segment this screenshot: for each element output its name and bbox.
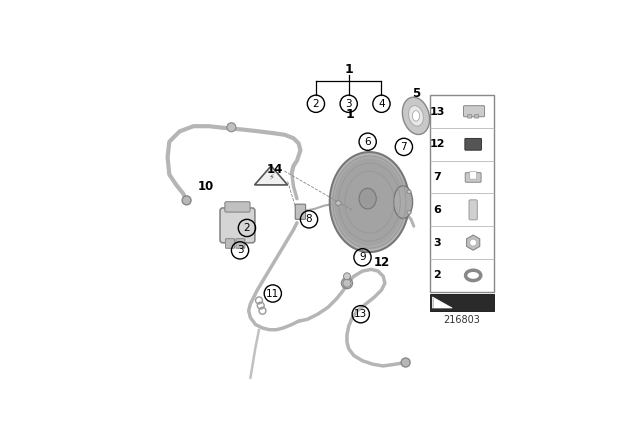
Circle shape xyxy=(470,239,477,246)
Ellipse shape xyxy=(335,201,341,206)
Circle shape xyxy=(182,196,191,205)
Ellipse shape xyxy=(359,188,376,209)
FancyBboxPatch shape xyxy=(225,202,250,212)
FancyBboxPatch shape xyxy=(474,115,479,118)
Text: 6: 6 xyxy=(433,205,442,215)
Text: 9: 9 xyxy=(359,252,366,262)
Text: 1: 1 xyxy=(346,108,355,121)
Ellipse shape xyxy=(403,97,429,134)
Text: 1: 1 xyxy=(344,63,353,76)
Text: ⚡: ⚡ xyxy=(268,172,274,181)
Circle shape xyxy=(401,358,410,367)
Text: 2: 2 xyxy=(244,223,250,233)
FancyBboxPatch shape xyxy=(295,204,305,220)
Ellipse shape xyxy=(332,155,407,250)
Text: 6: 6 xyxy=(364,137,371,147)
FancyBboxPatch shape xyxy=(470,172,477,179)
Text: 7: 7 xyxy=(401,142,407,152)
Ellipse shape xyxy=(408,106,424,126)
FancyBboxPatch shape xyxy=(465,138,481,150)
Text: 8: 8 xyxy=(306,214,312,224)
Text: 4: 4 xyxy=(378,99,385,109)
Text: 13: 13 xyxy=(429,107,445,116)
Text: 12: 12 xyxy=(373,256,390,269)
Circle shape xyxy=(227,123,236,132)
Text: 5: 5 xyxy=(412,87,420,100)
FancyBboxPatch shape xyxy=(430,95,493,292)
Ellipse shape xyxy=(407,211,411,214)
Text: 10: 10 xyxy=(197,180,214,193)
Text: 13: 13 xyxy=(354,309,367,319)
Circle shape xyxy=(344,273,351,280)
Ellipse shape xyxy=(394,186,413,219)
Text: 7: 7 xyxy=(433,172,441,182)
Polygon shape xyxy=(467,235,480,250)
Text: 12: 12 xyxy=(429,139,445,149)
FancyBboxPatch shape xyxy=(468,115,472,118)
Ellipse shape xyxy=(335,158,404,246)
FancyBboxPatch shape xyxy=(225,239,234,248)
Text: 3: 3 xyxy=(237,246,243,255)
Text: 11: 11 xyxy=(266,289,280,298)
Text: 216803: 216803 xyxy=(444,315,480,325)
Text: 2: 2 xyxy=(433,271,441,280)
FancyBboxPatch shape xyxy=(236,239,245,248)
Text: 14: 14 xyxy=(266,163,283,176)
Ellipse shape xyxy=(412,111,420,121)
FancyBboxPatch shape xyxy=(465,172,481,182)
FancyBboxPatch shape xyxy=(430,293,493,311)
Text: 3: 3 xyxy=(346,99,352,109)
Text: 2: 2 xyxy=(312,99,319,109)
Text: 3: 3 xyxy=(433,237,441,248)
FancyBboxPatch shape xyxy=(469,200,477,220)
FancyBboxPatch shape xyxy=(463,106,484,117)
Circle shape xyxy=(343,279,351,287)
Ellipse shape xyxy=(330,152,409,252)
Ellipse shape xyxy=(407,190,411,194)
Polygon shape xyxy=(255,166,287,185)
FancyBboxPatch shape xyxy=(220,208,255,243)
Polygon shape xyxy=(433,297,452,308)
